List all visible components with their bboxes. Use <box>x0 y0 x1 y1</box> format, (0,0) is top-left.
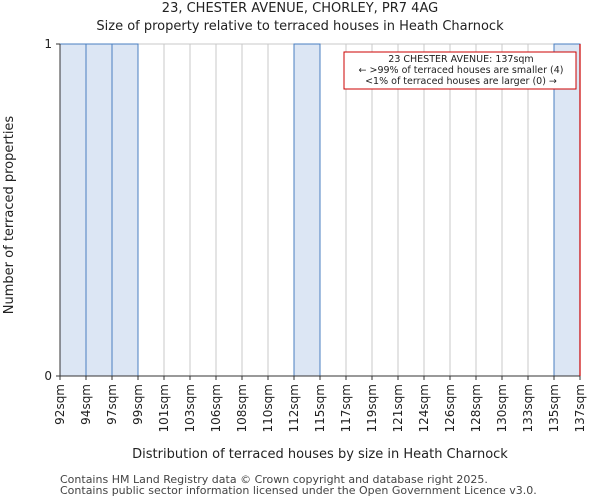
x-tick-label: 121sqm <box>391 384 405 432</box>
chart-title: 23, CHESTER AVENUE, CHORLEY, PR7 4AG <box>162 1 438 16</box>
x-tick-label: 106sqm <box>209 384 223 432</box>
property-marker: 23 CHESTER AVENUE: 137sqm← >99% of terra… <box>343 44 581 376</box>
annotation-line-2: ← >99% of terraced houses are smaller (4… <box>359 65 564 76</box>
bar-135sqm <box>553 43 581 377</box>
x-tick-label: 137sqm <box>573 384 587 432</box>
chart-subtitle: Size of property relative to terraced ho… <box>96 19 504 34</box>
x-tick-label: 103sqm <box>183 384 197 432</box>
x-tick-label: 94sqm <box>79 384 93 425</box>
annotation-line-3: <1% of terraced houses are larger (0) → <box>365 76 557 87</box>
footer-licence: Contains public sector information licen… <box>60 484 537 497</box>
x-tick-label: 135sqm <box>547 384 561 432</box>
annotation-box <box>343 51 577 90</box>
axes <box>56 43 581 380</box>
x-tick-label: 124sqm <box>417 384 431 432</box>
x-tick-label: 108sqm <box>235 384 249 432</box>
x-tick-label: 112sqm <box>287 384 301 432</box>
x-tick-label: 97sqm <box>105 384 119 425</box>
bars <box>59 43 581 377</box>
bar-94sqm <box>85 43 113 377</box>
tick-labels: 0 1 92sqm 94sqm 97sqm 99sqm 101sqm 103sqm 106sqm… <box>44 37 587 432</box>
x-tick-label: 117sqm <box>339 384 353 432</box>
bar-112sqm <box>293 43 321 377</box>
y-axis-label: Number of terraced properties <box>2 116 17 315</box>
x-tick-label: 115sqm <box>313 384 327 432</box>
y-tick-label: 1 <box>44 37 52 51</box>
x-tick-label: 110sqm <box>261 384 275 432</box>
bar-92sqm <box>59 43 87 377</box>
x-tick-label: 101sqm <box>157 384 171 432</box>
y-tick-label: 0 <box>44 369 52 383</box>
x-tick-label: 99sqm <box>131 384 145 425</box>
annotation-line-1: 23 CHESTER AVENUE: 137sqm <box>388 54 533 65</box>
x-tick-label: 126sqm <box>443 384 457 432</box>
x-tick-label: 128sqm <box>469 384 483 432</box>
x-tick-label: 133sqm <box>521 384 535 432</box>
x-tick-label: 119sqm <box>365 384 379 432</box>
x-tick-label: 130sqm <box>495 384 509 432</box>
x-axis-label: Distribution of terraced houses by size … <box>132 447 508 462</box>
bar-97sqm <box>111 43 139 377</box>
footer-copyright: Contains HM Land Registry data © Crown c… <box>60 473 488 486</box>
x-tick-label: 92sqm <box>53 384 67 425</box>
